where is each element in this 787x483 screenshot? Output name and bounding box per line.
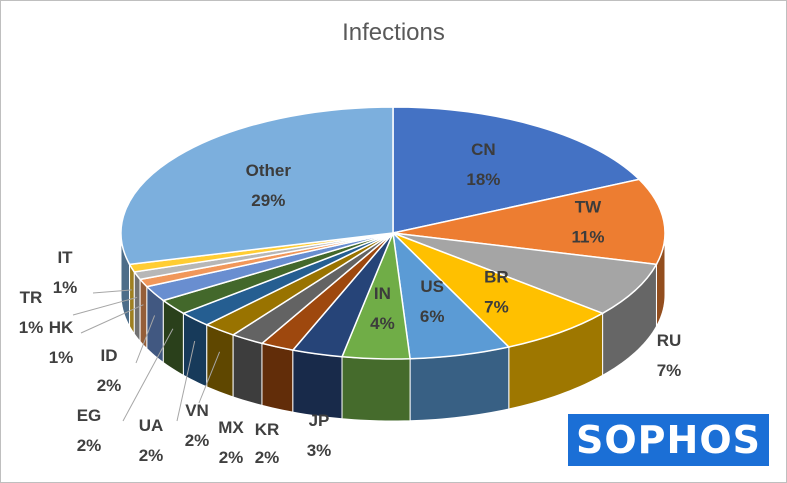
data-value-id: 2% (97, 376, 122, 395)
data-value-in: 4% (370, 314, 395, 333)
slice-tw (392, 178, 666, 266)
data-value-it: 1% (53, 278, 78, 297)
data-value-ua: 2% (139, 446, 164, 465)
data-value-tr: 1% (19, 318, 44, 337)
data-label-jp: JP (309, 411, 330, 430)
data-label-ru: RU (657, 331, 682, 350)
data-label-id: ID (101, 346, 118, 365)
data-value-tw: 11% (571, 228, 604, 247)
leader-line-it (92, 289, 132, 294)
data-value-kr: 2% (255, 448, 280, 467)
data-value-br: 7% (484, 298, 509, 317)
data-label-kr: KR (255, 420, 280, 439)
data-value-hk: 1% (49, 348, 74, 367)
data-labels: CN 18% TW 11% RU 7% BR 7% US 6% IN 4% JP 3% KR 2% MX 2% VN… (19, 140, 682, 467)
data-value-jp: 3% (307, 441, 332, 460)
leader-lines (72, 289, 221, 422)
data-label-br: BR (484, 268, 509, 287)
slice-side-vn (206, 324, 234, 398)
data-label-eg: EG (77, 406, 102, 425)
slice-cn (392, 106, 641, 234)
data-label-cn: CN (471, 140, 496, 159)
leader-line-ua (176, 340, 196, 422)
pie-slices (120, 106, 666, 360)
slice-side-jp (292, 349, 343, 420)
data-label-vn: VN (185, 401, 209, 420)
data-value-mx: 2% (219, 448, 244, 467)
leader-line-id (135, 315, 156, 364)
data-label-tr: TR (20, 288, 43, 307)
slice-br (392, 232, 605, 348)
sophos-logo-text: SOPHOS (576, 418, 761, 462)
sophos-logo: SOPHOS (568, 414, 769, 466)
chart-title: Infections (342, 19, 445, 46)
data-label-hk: HK (49, 318, 74, 337)
data-label-tw: TW (575, 198, 602, 217)
data-label-mx: MX (218, 418, 244, 437)
data-label-ua: UA (139, 416, 164, 435)
data-label-it: IT (57, 248, 73, 267)
leader-line-hk (80, 304, 144, 334)
data-value-us: 6% (420, 307, 445, 326)
slice-side-in (341, 356, 411, 422)
leader-line-tr (72, 296, 138, 316)
slice-side-mx (232, 334, 263, 407)
slice-ru (392, 232, 658, 315)
slice-side-kr (261, 342, 294, 413)
data-label-us: US (420, 277, 444, 296)
slice-other (120, 106, 394, 266)
leader-line-vn (198, 351, 221, 404)
data-label-other: Other (246, 161, 292, 180)
leader-line-eg (122, 328, 174, 422)
data-value-vn: 2% (185, 431, 210, 450)
data-value-other: 29% (251, 191, 285, 210)
data-value-eg: 2% (77, 436, 102, 455)
data-label-in: IN (374, 284, 391, 303)
data-value-ru: 7% (657, 361, 682, 380)
pie-sides (120, 232, 666, 422)
data-value-cn: 18% (466, 170, 500, 189)
